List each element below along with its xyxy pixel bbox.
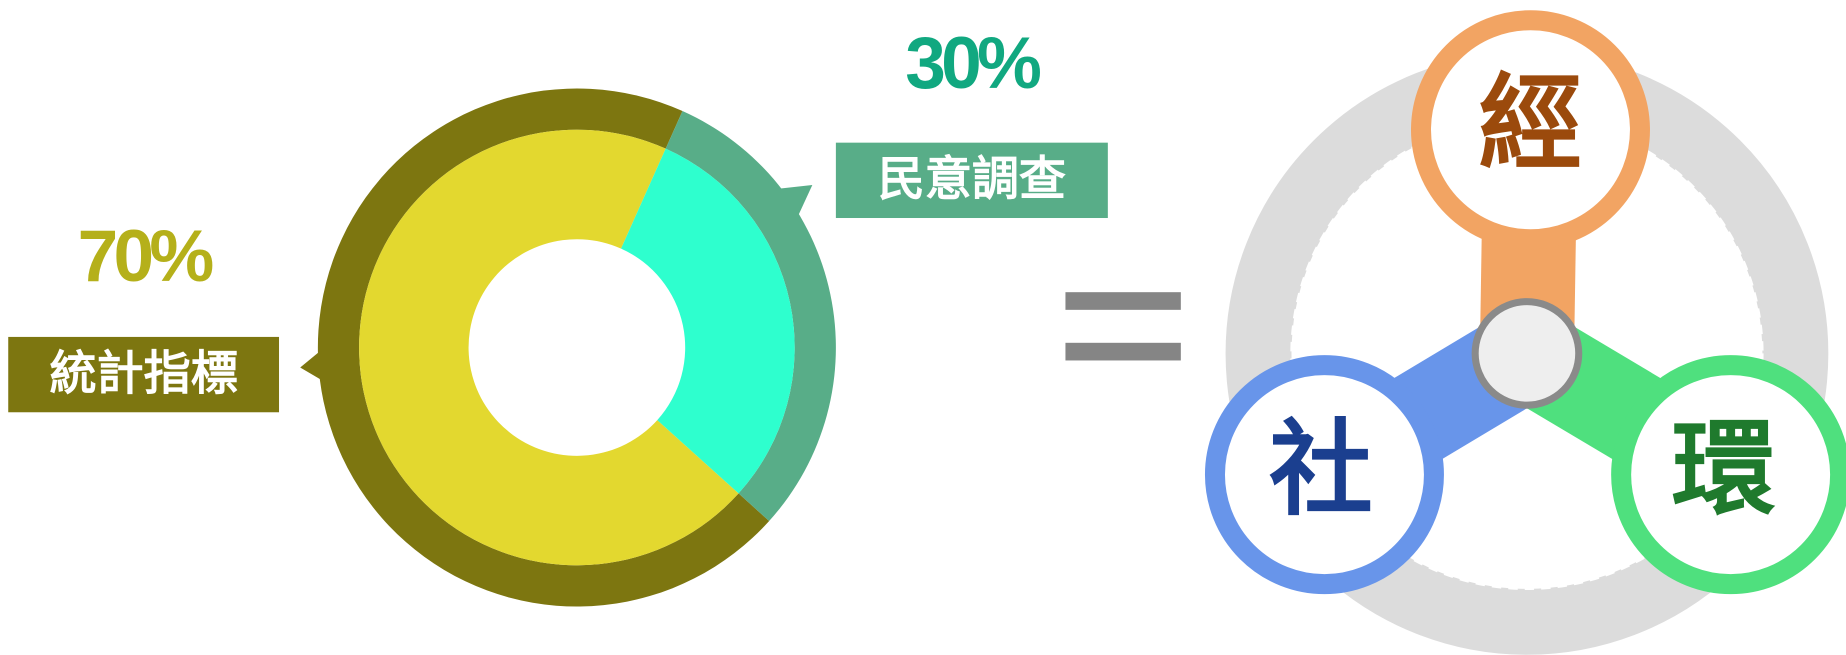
- equal-sign: [1065, 292, 1180, 310]
- category-label: 統計指標: [49, 346, 237, 401]
- hub: [1475, 302, 1579, 406]
- equal-sign: [1065, 343, 1180, 361]
- category-label: 民意調查: [878, 152, 1066, 207]
- node-label: 社: [1269, 409, 1373, 530]
- callout-tail: [300, 351, 320, 379]
- infographic: 統計指標 70% 民意調查 30% 經 社 環: [0, 0, 1846, 655]
- cycle-diagram: 經 社 環: [1215, 20, 1840, 622]
- node-label: 環: [1672, 409, 1776, 530]
- value-label: 30%: [905, 23, 1040, 104]
- value-label: 70%: [78, 216, 213, 297]
- node-label: 經: [1479, 63, 1583, 184]
- donut-chart: 統計指標 70% 民意調查 30%: [8, 23, 1108, 607]
